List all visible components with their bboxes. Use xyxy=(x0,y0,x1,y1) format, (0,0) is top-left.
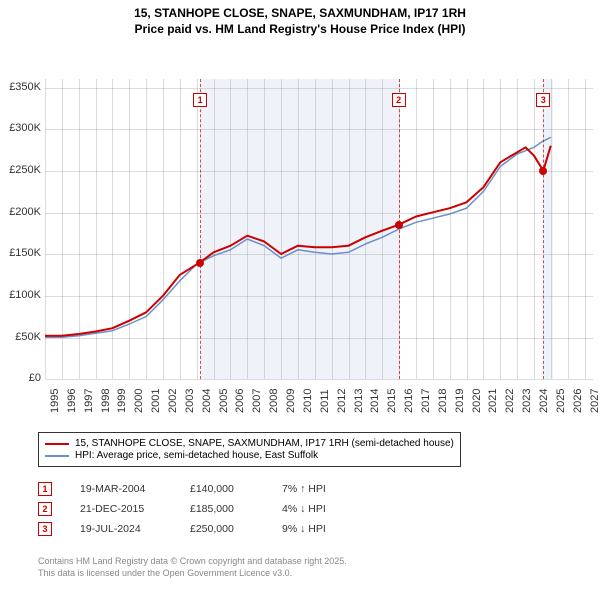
sales-row-date: 19-JUL-2024 xyxy=(80,523,162,535)
sales-table: 1 19-MAR-2004 £140,000 7% ↑ HPI 2 21-DEC-2015… xyxy=(38,476,362,542)
sales-row: 2 21-DEC-2015 £185,000 4% ↓ HPI xyxy=(38,502,362,516)
sale-vline xyxy=(200,79,201,379)
sales-row-price: £140,000 xyxy=(190,483,254,495)
sales-row-date: 19-MAR-2004 xyxy=(80,483,162,495)
sale-dot xyxy=(395,221,403,229)
attribution-line-2: This data is licensed under the Open Gov… xyxy=(38,568,347,580)
sales-row-date: 21-DEC-2015 xyxy=(80,503,162,515)
sales-row-delta: 9% ↓ HPI xyxy=(282,523,362,535)
legend-label: 15, STANHOPE CLOSE, SNAPE, SAXMUNDHAM, I… xyxy=(75,438,454,449)
sales-row-delta: 4% ↓ HPI xyxy=(282,503,362,515)
title-line-1: 15, STANHOPE CLOSE, SNAPE, SAXMUNDHAM, I… xyxy=(0,6,600,22)
legend-row: 15, STANHOPE CLOSE, SNAPE, SAXMUNDHAM, I… xyxy=(45,438,454,449)
sales-row-price: £250,000 xyxy=(190,523,254,535)
series-price_paid xyxy=(45,146,551,336)
sales-row-delta: 7% ↑ HPI xyxy=(282,483,362,495)
legend-swatch xyxy=(45,455,69,457)
sale-dot xyxy=(539,167,547,175)
sale-dot xyxy=(196,259,204,267)
sale-marker-box: 2 xyxy=(392,93,406,107)
legend-swatch xyxy=(45,443,69,445)
sales-row-marker: 1 xyxy=(38,482,52,496)
legend: 15, STANHOPE CLOSE, SNAPE, SAXMUNDHAM, I… xyxy=(38,432,461,467)
sales-row-marker: 2 xyxy=(38,502,52,516)
sales-row-price: £185,000 xyxy=(190,503,254,515)
title-line-2: Price paid vs. HM Land Registry's House … xyxy=(0,22,600,38)
sales-row: 1 19-MAR-2004 £140,000 7% ↑ HPI xyxy=(38,482,362,496)
title-block: 15, STANHOPE CLOSE, SNAPE, SAXMUNDHAM, I… xyxy=(0,0,600,39)
sale-marker-box: 3 xyxy=(536,93,550,107)
sale-vline xyxy=(399,79,400,379)
sales-row: 3 19-JUL-2024 £250,000 9% ↓ HPI xyxy=(38,522,362,536)
chart-container: 15, STANHOPE CLOSE, SNAPE, SAXMUNDHAM, I… xyxy=(0,0,600,590)
legend-label: HPI: Average price, semi-detached house,… xyxy=(75,450,318,461)
chart-svg xyxy=(0,39,600,429)
legend-row: HPI: Average price, semi-detached house,… xyxy=(45,450,454,461)
chart-area: £0£50K£100K£150K£200K£250K£300K£350K1995… xyxy=(0,39,600,429)
sale-marker-box: 1 xyxy=(193,93,207,107)
sales-row-marker: 3 xyxy=(38,522,52,536)
sale-vline xyxy=(543,79,544,379)
attribution-line-1: Contains HM Land Registry data © Crown c… xyxy=(38,556,347,568)
series-hpi xyxy=(45,137,551,337)
attribution: Contains HM Land Registry data © Crown c… xyxy=(38,556,347,579)
